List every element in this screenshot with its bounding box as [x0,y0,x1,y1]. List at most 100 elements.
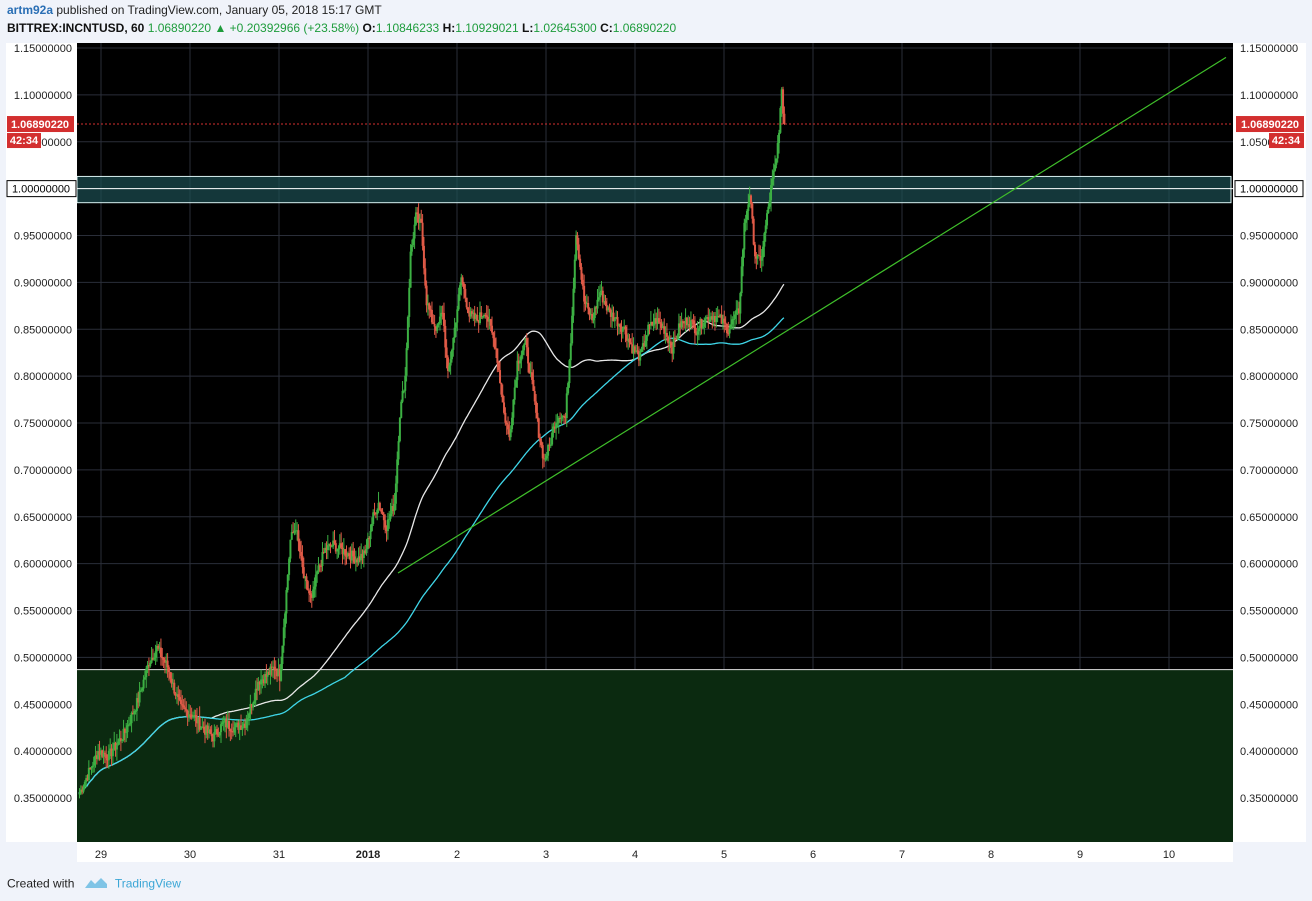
level-text-right: 1.00000000 [1240,184,1298,196]
candle-body [434,326,437,331]
candle-body [458,285,461,295]
candle-body [384,520,387,528]
candle-body [548,444,551,446]
candle-body [272,666,275,668]
candle-body [397,441,400,460]
candle-body [264,674,267,684]
candle-body [509,429,512,438]
price-chart[interactable]: 1.15000000 1.15000000 1.10000000 1.10000000… [6,40,1306,864]
candle-body [519,360,522,364]
tradingview-link[interactable]: TradingView [114,876,181,891]
candle-body [587,302,590,309]
candle-body [479,312,481,323]
candle-body [321,552,324,567]
candle-body [169,672,172,679]
candle-body [304,576,307,579]
y-tick-left: 0.60000000 [14,559,72,571]
candle-body [131,712,134,715]
candle-body [728,328,731,334]
candle-body [230,731,233,733]
y-tick-left: 0.95000000 [14,231,72,243]
candle-body [497,362,500,371]
candle-body [253,700,256,704]
candle-body [624,326,627,335]
candle-body [644,340,647,347]
candle-body [771,178,774,186]
candle-body [577,244,580,259]
candle-body [680,321,683,328]
candle-body [99,750,102,755]
candle-body [346,553,349,557]
candle-body [310,594,313,598]
candle-body [91,765,94,768]
candle-body [580,266,583,280]
candle-body [691,320,694,322]
candle-body [82,787,85,792]
candle-body [543,458,546,460]
candle-body [244,723,247,728]
up-triangle-icon: ▲ [214,21,227,35]
candle-body [317,565,320,572]
candle-body [780,89,783,109]
x-ticks: 29 30 31 2018 2 3 4 5 6 7 8 9 10 [95,849,1175,861]
candle-body [601,290,604,303]
candle-body [374,512,377,515]
candle-body [95,755,98,759]
trend-line[interactable] [397,56,1227,574]
candle-body [408,287,411,317]
candle-body [696,331,699,335]
candle-body [87,767,90,780]
candle-body [613,318,616,322]
candle-body [528,363,531,374]
candle-body [608,307,611,310]
candle-body [460,277,463,286]
candle-body [344,549,347,556]
candle-body [386,519,389,532]
candle-body [551,432,554,445]
y-tick-right: 1.10000000 [1240,90,1298,102]
candle-body [469,311,472,317]
candle-body [246,718,249,721]
candle-body [495,348,498,350]
resistance-zone [76,175,1232,204]
candle-body [721,318,724,324]
candle-body [473,312,476,319]
candle-body [380,509,383,512]
candle-body [756,255,759,259]
candle-body [86,778,89,780]
candle-body [119,738,122,741]
candle-body [776,143,779,159]
candle-body [155,645,158,652]
candle-body [110,748,113,757]
candle-body [735,309,738,315]
candle-body [746,210,748,220]
candle-body [501,394,504,403]
candle-body [684,317,687,324]
candle-body [139,690,142,692]
candle-body [640,349,643,353]
candle-body [679,323,682,328]
candle-body [705,317,708,319]
candle-body [552,426,555,433]
last-value: 1.06890220 [147,21,212,35]
candle-body [649,321,652,326]
y-tick-right: 0.45000000 [1240,699,1298,711]
candle-body [628,338,631,343]
overlay [77,56,1233,574]
support-zone [77,669,1233,842]
candle-body [242,723,245,727]
candle-body [493,338,496,349]
candle-body [324,547,327,553]
candle-body [657,318,660,323]
author-link[interactable]: artm92a [7,3,54,17]
candle-body [774,164,777,171]
candle-body [697,328,700,332]
y-tick-left: 0.55000000 [14,606,72,618]
candle-body [206,725,209,733]
candle-body [665,332,668,337]
candle-body [600,290,603,293]
symbol-label[interactable]: BITTREX:INCNTUSD, 60 [7,21,145,35]
candle-body [433,323,436,327]
candle-body [707,317,710,322]
candle-body [446,357,449,371]
